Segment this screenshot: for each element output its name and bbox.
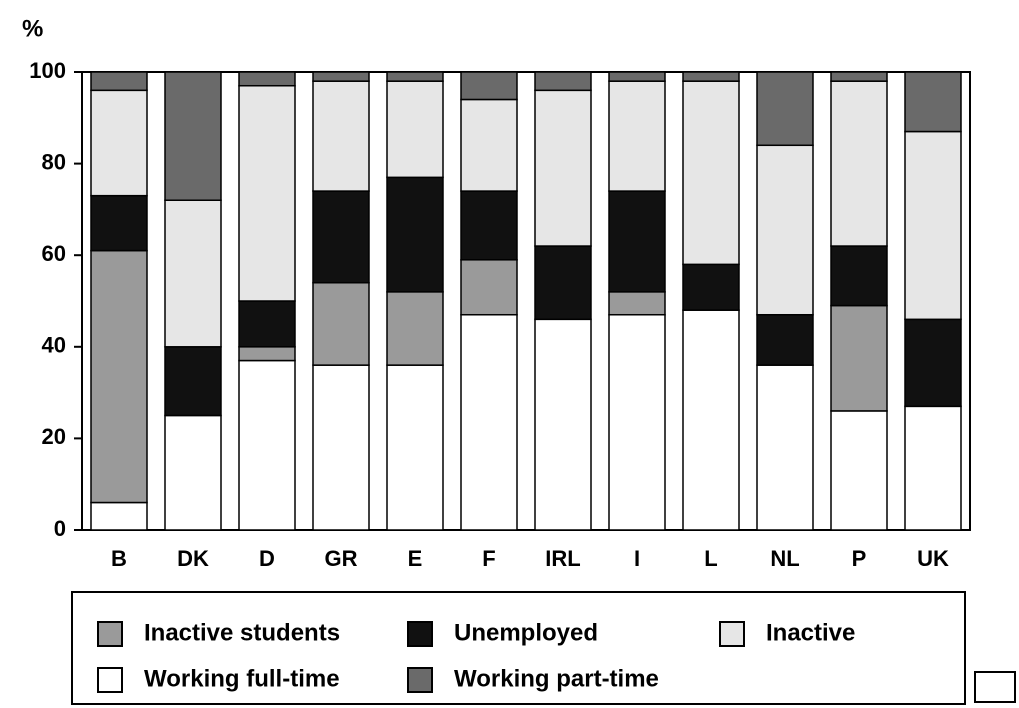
- bar-segment: [312, 80, 370, 192]
- x-tick-label: D: [259, 546, 275, 571]
- logo: [974, 671, 1016, 703]
- y-tick-label: 40: [42, 333, 66, 358]
- y-unit: %: [22, 15, 43, 42]
- bar-segment: [238, 84, 296, 302]
- bar-segment: [608, 190, 666, 293]
- bar-segment: [534, 89, 592, 247]
- bar-segment: [904, 130, 962, 321]
- bar-segment: [830, 245, 888, 307]
- bar-segment: [756, 364, 814, 531]
- y-tick-label: 100: [29, 58, 66, 83]
- bar-segment: [164, 199, 222, 348]
- bar-segment: [830, 80, 888, 247]
- y-tick-label: 60: [42, 241, 66, 266]
- bar-segment: [238, 300, 296, 348]
- x-tick-label: DK: [177, 546, 209, 571]
- bar-segment: [90, 249, 148, 504]
- bar-segment: [756, 313, 814, 366]
- bar-segment: [164, 414, 222, 531]
- y-tick-label: 20: [42, 424, 66, 449]
- bar-segment: [90, 71, 148, 92]
- bar-segment: [386, 291, 444, 366]
- x-tick-label: I: [634, 546, 640, 571]
- bar-segment: [386, 176, 444, 293]
- bar-segment: [904, 405, 962, 531]
- bar-segment: [756, 144, 814, 316]
- legend-label: Inactive: [766, 619, 855, 646]
- legend-label: Working full-time: [144, 665, 340, 692]
- bar-segment: [608, 80, 666, 192]
- bar-segment: [608, 313, 666, 531]
- x-tick-label: E: [408, 546, 423, 571]
- y-tick-label: 0: [54, 516, 66, 541]
- x-tick-label: B: [111, 546, 127, 571]
- legend-swatch: [407, 667, 433, 693]
- bar-segment: [460, 98, 518, 192]
- bar-segment: [386, 71, 444, 82]
- bar-segment: [534, 318, 592, 531]
- bar-segment: [830, 410, 888, 531]
- bar-segment: [312, 281, 370, 366]
- bar-segment: [238, 359, 296, 531]
- bar-segment: [386, 80, 444, 179]
- bar-segment: [90, 501, 148, 531]
- legend-swatch: [97, 667, 123, 693]
- bar-segment: [682, 80, 740, 266]
- x-tick-label: UK: [917, 546, 949, 571]
- legend-label: Inactive students: [144, 619, 340, 646]
- bar-segment: [534, 245, 592, 321]
- bar-segment: [164, 346, 222, 417]
- bar-segment: [90, 89, 148, 197]
- legend-swatch: [719, 621, 745, 647]
- bar-segment: [682, 71, 740, 82]
- bar-segment: [460, 71, 518, 101]
- plot-frame: [81, 71, 971, 531]
- bar-segment: [682, 263, 740, 311]
- legend-label: Unemployed: [454, 619, 598, 646]
- bar-segment: [460, 313, 518, 531]
- x-tick-label: F: [482, 546, 495, 571]
- x-tick-label: IRL: [545, 546, 580, 571]
- bar-segment: [756, 71, 814, 147]
- bar-segment: [312, 71, 370, 82]
- legend-swatch: [97, 621, 123, 647]
- bar-segment: [682, 309, 740, 531]
- x-tick-label: L: [704, 546, 717, 571]
- bar-segment: [608, 291, 666, 316]
- x-tick-label: GR: [325, 546, 358, 571]
- legend-label: Working part-time: [454, 665, 659, 692]
- bar-segment: [534, 71, 592, 92]
- bar-segment: [904, 318, 962, 408]
- x-tick-label: NL: [770, 546, 799, 571]
- bar-segment: [460, 259, 518, 316]
- bar-segment: [312, 190, 370, 284]
- bar-segment: [904, 71, 962, 133]
- y-tick-label: 80: [42, 149, 66, 174]
- legend-swatch: [407, 621, 433, 647]
- bar-segment: [90, 194, 148, 252]
- x-tick-label: P: [852, 546, 867, 571]
- bar-segment: [238, 346, 296, 362]
- bar-segment: [386, 364, 444, 531]
- bar-segment: [238, 71, 296, 87]
- bar-segment: [312, 364, 370, 531]
- legend-frame: [71, 591, 966, 705]
- bar-segment: [460, 190, 518, 261]
- bar-segment: [830, 71, 888, 82]
- bar-segment: [608, 71, 666, 82]
- bar-segment: [164, 71, 222, 201]
- bar-segment: [830, 304, 888, 412]
